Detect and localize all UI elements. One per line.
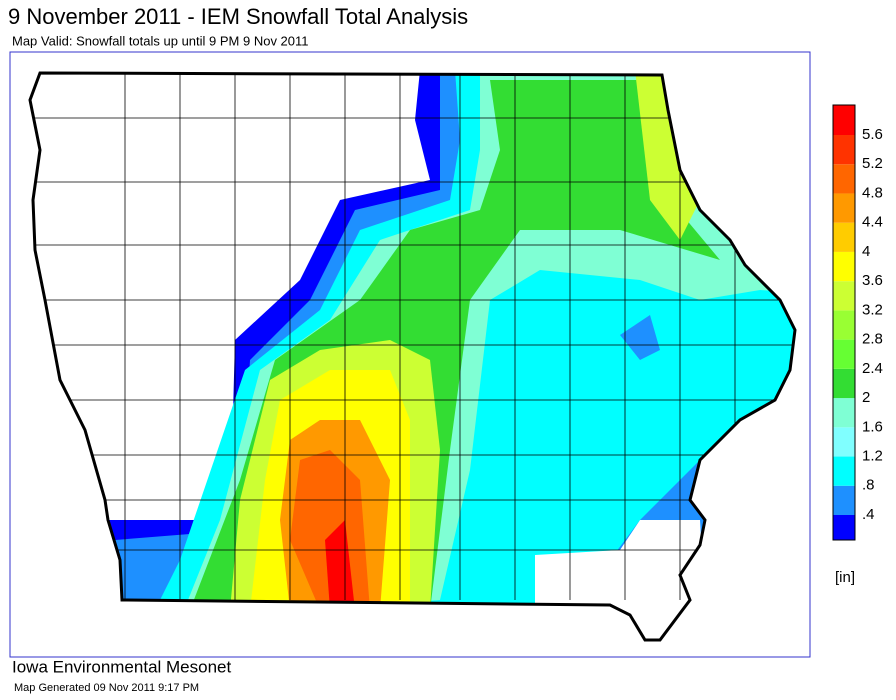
- legend-label: 4.4: [862, 214, 883, 231]
- legend-label: 3.6: [862, 272, 883, 289]
- legend-label: 3.2: [862, 301, 883, 318]
- legend-label: 4.8: [862, 184, 883, 201]
- legend-swatch: [833, 105, 855, 135]
- legend-swatch: [833, 398, 855, 428]
- legend-label: 1.2: [862, 448, 883, 465]
- legend-label: 5.6: [862, 126, 883, 143]
- legend-label: 4: [862, 243, 870, 260]
- legend-frame: [832, 104, 856, 541]
- legend-swatch: [833, 281, 855, 311]
- legend: .4 .8 1.2 1.6 2 2.4 2.8 3.2 3.6 4 4.4 4.8 5.2 5.6: [832, 104, 883, 541]
- legend-swatch: [833, 135, 855, 165]
- state-outline: [28, 71, 797, 642]
- legend-swatch: [833, 310, 855, 340]
- title: 9 November 2011 - IEM Snowfall Total Ana…: [8, 4, 468, 29]
- legend-swatch: [833, 164, 855, 194]
- legend-swatch: [833, 193, 855, 223]
- legend-label: 2.8: [862, 331, 883, 348]
- contour-east: [620, 315, 660, 360]
- footer-generated: Map Generated 09 Nov 2011 9:17 PM: [14, 682, 199, 694]
- legend-swatch: [833, 339, 855, 369]
- legend-unit: [in]: [835, 569, 855, 586]
- legend-label: 2.4: [862, 360, 883, 377]
- subtitle: Map Valid: Snowfall totals up until 9 PM…: [12, 33, 309, 48]
- legend-swatch: [833, 485, 855, 515]
- contour-ne: [635, 73, 700, 240]
- legend-label: 5.2: [862, 155, 883, 172]
- legend-swatch: [833, 456, 855, 486]
- legend-swatch: [833, 515, 855, 540]
- legend-label: .4: [862, 506, 875, 523]
- legend-label: 2: [862, 389, 870, 406]
- map-frame: [9, 51, 811, 658]
- footer-org: Iowa Environmental Mesonet: [12, 657, 232, 676]
- county-lines: [30, 73, 795, 600]
- legend-swatch: [833, 427, 855, 457]
- legend-label: 1.6: [862, 418, 883, 435]
- legend-swatch: [833, 222, 855, 252]
- legend-label: .8: [862, 477, 875, 494]
- contour-56: [325, 520, 355, 610]
- legend-swatch: [833, 251, 855, 282]
- legend-swatch: [833, 368, 855, 399]
